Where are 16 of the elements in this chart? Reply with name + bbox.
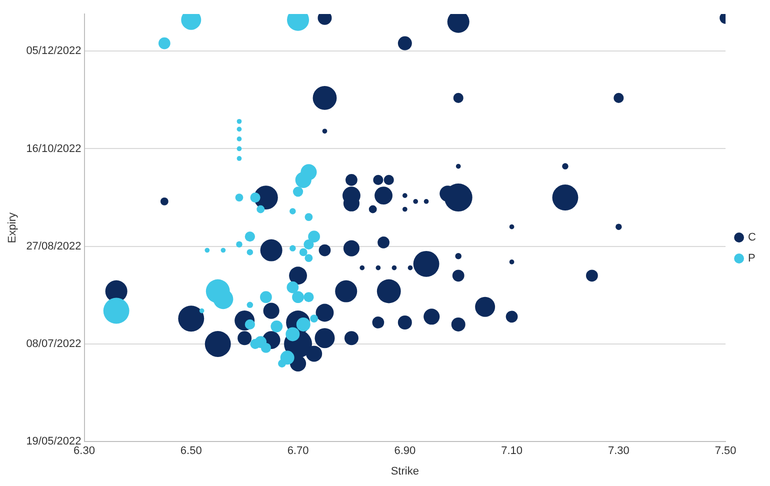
legend-label: C <box>748 232 756 244</box>
x-tick-label: 6.50 <box>180 445 202 458</box>
y-tick-label: 16/10/2022 <box>26 142 82 155</box>
y-tick-label: 27/08/2022 <box>26 240 82 252</box>
x-tick-label: 7.50 <box>714 445 736 458</box>
y-axis-title: Expiry <box>6 212 19 244</box>
x-tick-label: 6.90 <box>394 445 416 458</box>
x-tick-label: 7.10 <box>501 445 522 458</box>
y-tick-label: 08/07/2022 <box>26 338 82 350</box>
y-tick-label: 05/12/2022 <box>26 45 82 58</box>
y-tick-label: 19/05/2022 <box>26 436 82 448</box>
legend-label: P <box>748 252 756 265</box>
x-tick-label: 6.30 <box>74 445 95 458</box>
x-tick-label: 6.70 <box>287 445 309 458</box>
x-tick-label: 7.30 <box>608 445 630 458</box>
x-axis-title: Strike <box>390 465 419 478</box>
